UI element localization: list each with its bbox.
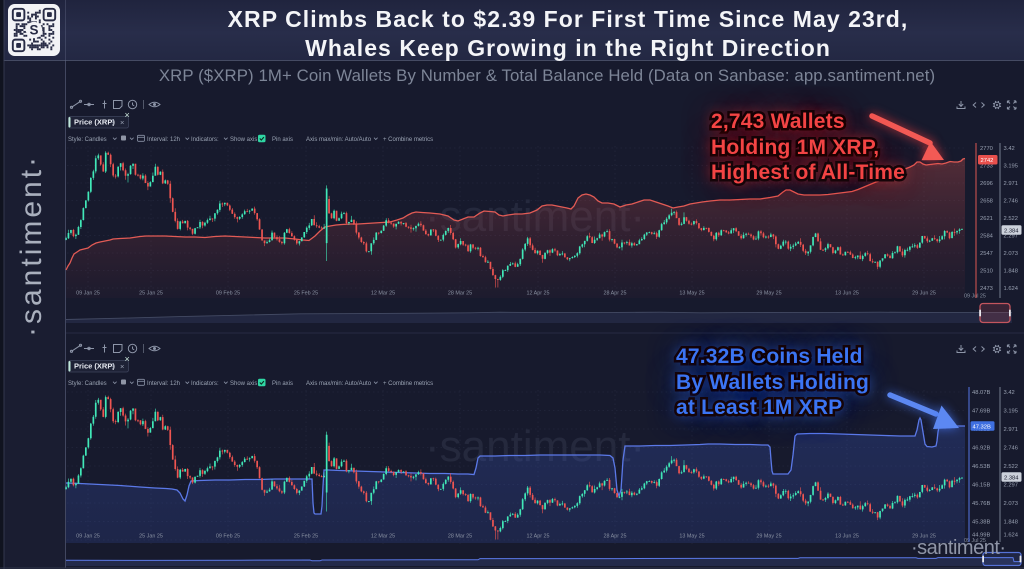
svg-text:3.195: 3.195 (1004, 164, 1019, 170)
svg-text:13 May 25: 13 May 25 (679, 534, 704, 540)
svg-text:Pin axis: Pin axis (272, 381, 293, 387)
svg-text:29 Jun 25: 29 Jun 25 (912, 534, 936, 540)
svg-text:13 Jun 25: 13 Jun 25 (835, 291, 859, 297)
svg-text:09 Jan 25: 09 Jan 25 (76, 291, 100, 297)
svg-text:29 May 25: 29 May 25 (756, 534, 781, 540)
svg-text:S: S (30, 23, 39, 38)
svg-text:2473: 2473 (980, 286, 993, 292)
svg-text:46.15B: 46.15B (972, 483, 991, 489)
svg-text:2.073: 2.073 (1004, 501, 1019, 507)
svg-text:Pin axis: Pin axis (272, 137, 293, 143)
svg-text:25 Feb 25: 25 Feb 25 (294, 534, 318, 540)
svg-text:3.42: 3.42 (1004, 390, 1015, 396)
svg-text:29 Jun 25: 29 Jun 25 (912, 291, 936, 297)
svg-text:28 Mar 25: 28 Mar 25 (448, 291, 472, 297)
svg-text:Interval: 12h: Interval: 12h (147, 381, 180, 387)
svg-text:2.522: 2.522 (1004, 464, 1019, 470)
svg-text:28 Apr 25: 28 Apr 25 (603, 291, 626, 297)
svg-text:2.073: 2.073 (1004, 251, 1019, 257)
svg-text:Interval: 12h: Interval: 12h (147, 137, 180, 143)
svg-text:×: × (125, 110, 130, 120)
svg-text:25 Jan 25: 25 Jan 25 (139, 291, 163, 297)
svg-text:25 Jan 25: 25 Jan 25 (139, 534, 163, 540)
svg-text:29 May 25: 29 May 25 (756, 291, 781, 297)
svg-text:13 Jun 25: 13 Jun 25 (835, 534, 859, 540)
svg-text:46.53B: 46.53B (972, 464, 991, 470)
svg-text:12 Apr 25: 12 Apr 25 (526, 534, 549, 540)
svg-text:12 Apr 25: 12 Apr 25 (526, 291, 549, 297)
svg-text:2621: 2621 (980, 216, 993, 222)
svg-text:×: × (120, 118, 124, 127)
svg-text:Style: Candles: Style: Candles (68, 381, 107, 387)
svg-text:09 Jan 25: 09 Jan 25 (76, 534, 100, 540)
svg-text:09 Jul 25: 09 Jul 25 (964, 294, 986, 300)
svg-text:2.522: 2.522 (1004, 216, 1019, 222)
svg-text:2742: 2742 (981, 158, 994, 164)
svg-text:Price (XRP): Price (XRP) (74, 362, 115, 371)
svg-text:45.38B: 45.38B (972, 520, 991, 526)
svg-text:47.32B: 47.32B (973, 424, 992, 430)
svg-text:09 Jul 25: 09 Jul 25 (964, 538, 986, 544)
svg-text:2584: 2584 (980, 234, 994, 240)
svg-text:Show axis: Show axis (230, 137, 257, 143)
svg-text:13 May 25: 13 May 25 (679, 291, 704, 297)
svg-text:2.746: 2.746 (1004, 446, 1019, 452)
svg-text:Indicators:: Indicators: (191, 381, 219, 387)
svg-text:1.624: 1.624 (1004, 533, 1019, 539)
svg-text:2.297: 2.297 (1004, 483, 1019, 489)
svg-text:46.92B: 46.92B (972, 446, 991, 452)
svg-text:28 Apr 25: 28 Apr 25 (603, 534, 626, 540)
svg-text:2.384: 2.384 (1004, 228, 1019, 234)
svg-text:1.848: 1.848 (1004, 269, 1019, 275)
svg-text:47.69B: 47.69B (972, 409, 991, 415)
svg-text:48.07B: 48.07B (972, 390, 991, 396)
svg-text:44.99B: 44.99B (972, 533, 991, 539)
svg-text:2.384: 2.384 (1004, 475, 1019, 481)
svg-text:09 Feb 25: 09 Feb 25 (216, 291, 240, 297)
svg-text:Indicators:: Indicators: (191, 137, 219, 143)
svg-text:28 Mar 25: 28 Mar 25 (448, 534, 472, 540)
svg-text:25 Feb 25: 25 Feb 25 (294, 291, 318, 297)
svg-text:3.195: 3.195 (1004, 409, 1019, 415)
svg-text:×: × (125, 354, 130, 364)
svg-text:Axis max/min: Auto/Auto: Axis max/min: Auto/Auto (306, 381, 372, 387)
svg-text:2510: 2510 (980, 269, 993, 275)
svg-text:2770: 2770 (980, 146, 993, 152)
svg-text:45.76B: 45.76B (972, 501, 991, 507)
svg-text:12 Mar 25: 12 Mar 25 (371, 534, 395, 540)
svg-text:2.971: 2.971 (1004, 427, 1019, 433)
svg-text:1.624: 1.624 (1004, 286, 1019, 292)
svg-text:×: × (120, 362, 124, 371)
svg-text:3.42: 3.42 (1004, 146, 1015, 152)
svg-text:12 Mar 25: 12 Mar 25 (371, 291, 395, 297)
svg-text:Style: Candles: Style: Candles (68, 137, 107, 143)
svg-text:Axis max/min: Auto/Auto: Axis max/min: Auto/Auto (306, 137, 372, 143)
svg-text:+ Combine metrics: + Combine metrics (383, 137, 433, 143)
svg-text:2696: 2696 (980, 181, 993, 187)
svg-text:09 Feb 25: 09 Feb 25 (216, 534, 240, 540)
svg-text:+ Combine metrics: + Combine metrics (383, 381, 433, 387)
svg-text:2.297: 2.297 (1004, 234, 1019, 240)
svg-text:Show axis: Show axis (230, 381, 257, 387)
svg-text:2.746: 2.746 (1004, 199, 1019, 205)
svg-text:1.848: 1.848 (1004, 520, 1019, 526)
svg-text:2.971: 2.971 (1004, 181, 1019, 187)
svg-text:2658: 2658 (980, 199, 993, 205)
svg-text:2547: 2547 (980, 251, 993, 257)
svg-text:Price (XRP): Price (XRP) (74, 118, 115, 127)
svg-text:2733: 2733 (980, 164, 993, 170)
